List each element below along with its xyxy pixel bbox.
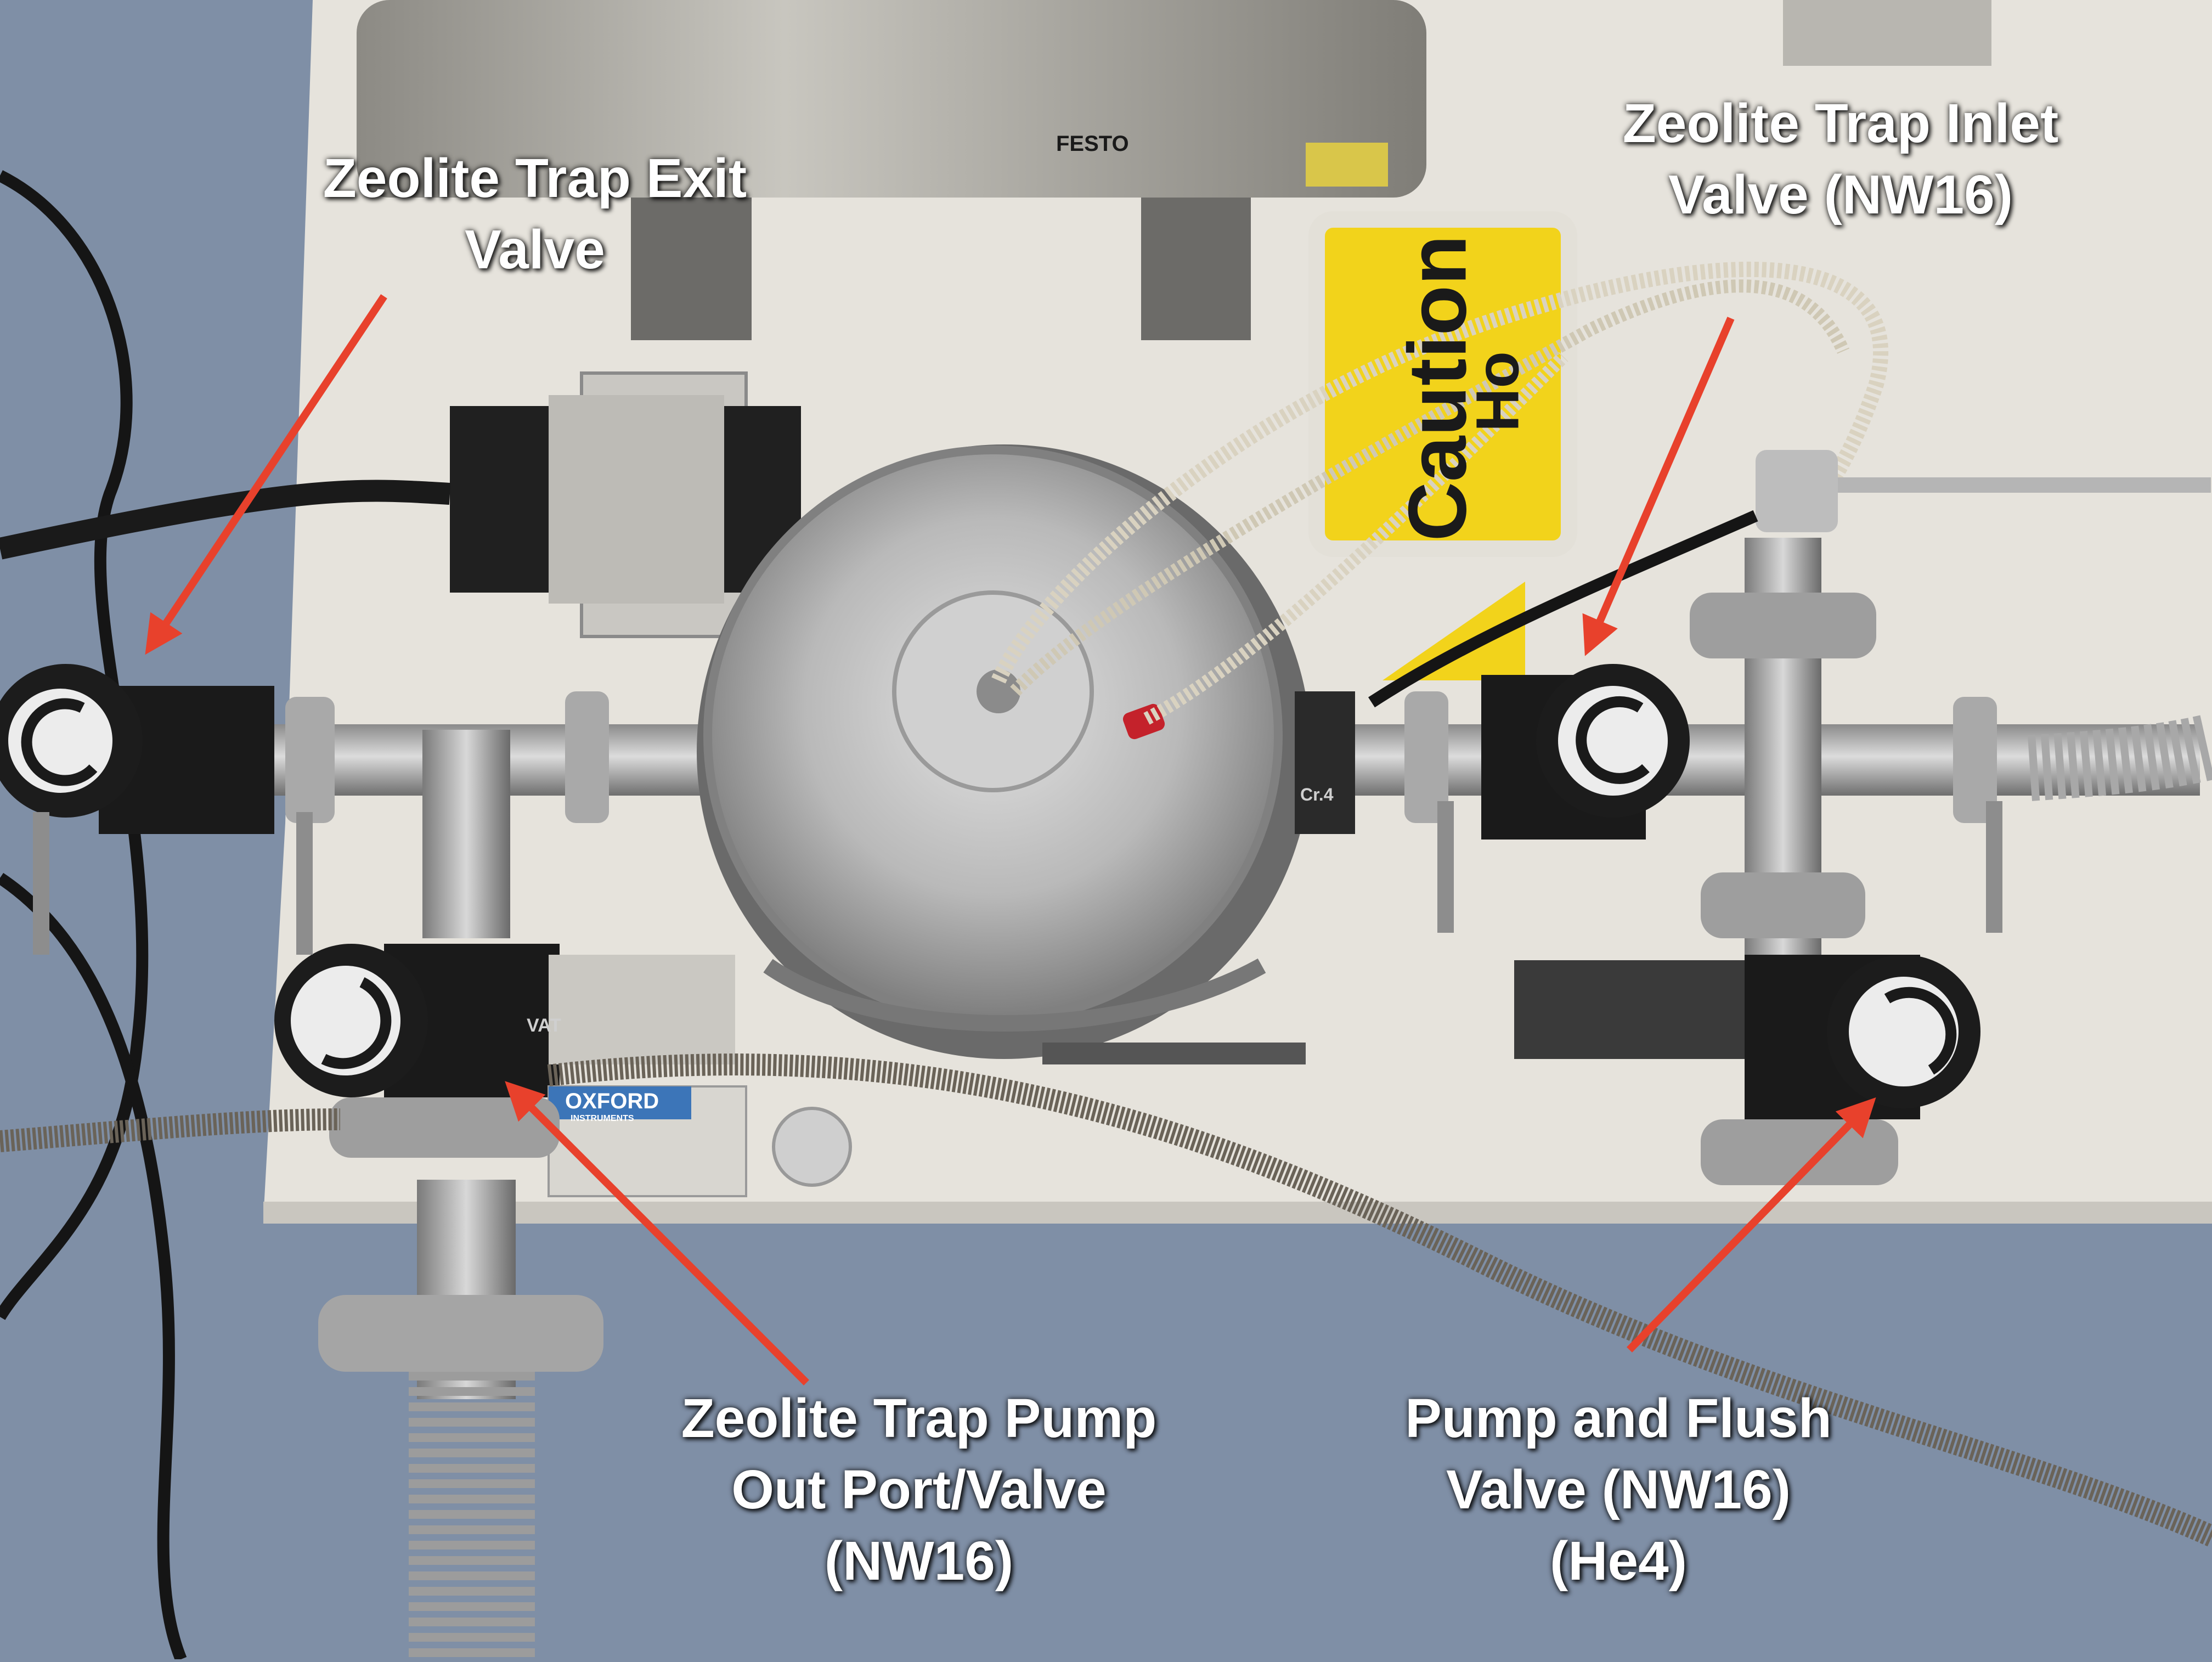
tank-bracket [631, 198, 752, 340]
kf-clamp [1404, 691, 1448, 823]
wing-bolt [33, 812, 49, 955]
black-cable [1368, 510, 1758, 708]
bellows-hose [2028, 714, 2212, 801]
label-line: (NW16) [824, 1530, 1014, 1592]
top-right-bracket [1783, 0, 1991, 66]
black-cable [0, 872, 187, 1662]
kf-clamp [1953, 697, 1997, 823]
hot-warning-triangle [1383, 582, 1525, 680]
pumpout-kf-clamp [329, 1097, 560, 1158]
pumpout-mount-bracket [549, 955, 735, 1064]
clamp-ring [763, 958, 1266, 1032]
label-zeolite-trap-inlet-valve: Zeolite Trap Inlet Valve (NW16) [1580, 88, 2101, 230]
cr-marking: Cr.4 [1300, 785, 1334, 804]
label-line: Valve (NW16) [1668, 164, 2013, 226]
pumpout-kf-clamp [318, 1295, 603, 1372]
cross-clamp-bottom [1701, 872, 1865, 938]
oxford-logo-band [549, 1086, 691, 1119]
label-line: Zeolite Trap Exit [323, 148, 747, 209]
label-zeolite-trap-exit-valve: Zeolite Trap Exit Valve [274, 143, 795, 285]
thermocouple-wire [1010, 279, 1850, 696]
exit-valve-arc [21, 698, 98, 786]
tank-bracket [1141, 198, 1251, 340]
thermocouple-wire [991, 261, 1889, 684]
inlet-valve-arc [1576, 696, 1650, 784]
panel-shadow [263, 1202, 2212, 1224]
pumpout-valve-arc [321, 977, 392, 1069]
flush-mount-bracket [1514, 960, 1745, 1059]
tee-down-pipe [422, 730, 510, 938]
label-line: Zeolite Trap Pump [681, 1388, 1157, 1449]
label-line: Pump and Flush [1405, 1388, 1832, 1449]
canister-feedthrough [977, 669, 1020, 713]
panel-button [772, 1107, 852, 1187]
label-zeolite-trap-pump-out-port: Zeolite Trap Pump Out Port/Valve (NW16) [631, 1383, 1207, 1597]
flex-hose [0, 1108, 341, 1152]
label-line: (He4) [1549, 1530, 1688, 1592]
wing-bolt [1986, 801, 2002, 933]
label-line: Out Port/Valve [731, 1459, 1107, 1520]
pumpout-valve-arrow [505, 1081, 809, 1385]
exit-valve-arrow [145, 294, 387, 655]
festo-tank [357, 0, 1426, 198]
festo-marking: FESTO [1056, 132, 1129, 156]
kf-clamp [285, 697, 335, 823]
label-line: Valve [465, 219, 605, 280]
instruments-marking: INSTRUMENTS [571, 1114, 634, 1123]
oxford-marking: OXFORD [565, 1089, 659, 1113]
flush-valve-arc [1884, 987, 1957, 1075]
kf-clamp [565, 691, 609, 823]
label-line: Valve (NW16) [1446, 1459, 1791, 1520]
thermocouple-wire [1143, 352, 1568, 725]
label-line: Zeolite Trap Inlet [1622, 93, 2059, 154]
solenoid-cable [0, 480, 451, 560]
solenoid-clamp [549, 395, 724, 604]
vat-marking: VAT [527, 1015, 561, 1036]
caution-label [1308, 211, 1577, 557]
hot-text: Ho [1464, 351, 1532, 432]
elbow-fitting [1756, 450, 1838, 532]
wing-bolt [296, 812, 313, 955]
flush-valve-arrow [1626, 1097, 1876, 1353]
wing-bolt [1437, 801, 1454, 933]
sensor-rod [1827, 477, 2211, 493]
tank-strap [1306, 143, 1388, 187]
clamp-bolt [1042, 1043, 1306, 1064]
inlet-valve-arrow [1582, 317, 1735, 656]
label-pump-and-flush-valve: Pump and Flush Valve (NW16) (He4) [1355, 1383, 1882, 1597]
cross-clamp-top [1690, 593, 1876, 658]
flex-hose [547, 1053, 2212, 1547]
canister-mount [1295, 691, 1355, 834]
